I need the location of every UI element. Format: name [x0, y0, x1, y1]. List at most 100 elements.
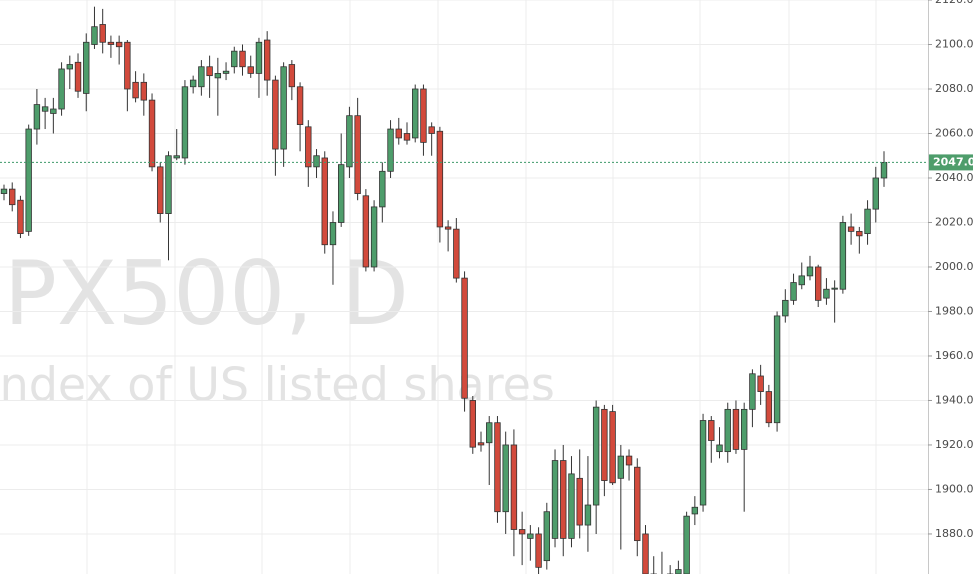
candle-body: [395, 128, 402, 139]
y-tick-label: 1880.0: [935, 527, 973, 540]
y-tick-label: 2020.0: [935, 215, 973, 228]
candle-body: [790, 282, 797, 301]
candle-body: [0, 188, 8, 194]
candle-body: [74, 61, 82, 92]
candle-body: [115, 41, 123, 48]
candle-body: [560, 460, 567, 539]
candle-body: [436, 130, 444, 228]
candle-body: [732, 408, 740, 450]
candle-body: [757, 375, 764, 392]
candle-body: [773, 315, 781, 424]
candle-body: [296, 86, 304, 125]
candle-body: [584, 504, 592, 526]
candle-body: [527, 533, 534, 539]
candle-body: [543, 511, 551, 562]
candle-body: [749, 373, 756, 410]
candle-body: [140, 81, 148, 101]
candle-body: [165, 155, 172, 214]
y-tick-label: 1920.0: [935, 438, 973, 451]
candle-body: [272, 79, 279, 150]
candle-body: [765, 391, 773, 424]
candles: [0, 6, 888, 574]
candle-body: [337, 164, 345, 223]
price-axis: [928, 0, 973, 574]
y-tick-label: 2120.0: [935, 0, 973, 6]
y-tick-label: 1940.0: [935, 393, 973, 406]
candle-body: [691, 506, 699, 515]
candle-body: [782, 299, 789, 317]
watermark: SPX500, D: [0, 242, 409, 345]
candle-body: [551, 460, 559, 539]
candle-body: [25, 128, 32, 232]
candle-body: [354, 115, 361, 194]
candle-body: [708, 420, 715, 441]
candle-body: [33, 104, 41, 130]
last-price-label: 2047.0: [933, 155, 973, 168]
candle-body: [601, 408, 608, 481]
candle-body: [132, 81, 139, 99]
candle-body: [91, 26, 98, 45]
candle-body: [58, 68, 65, 110]
candle-body: [206, 66, 213, 77]
candle-body: [831, 287, 838, 290]
candle-body: [362, 195, 370, 268]
y-tick-label: 2060.0: [935, 126, 973, 139]
candle-body: [740, 408, 748, 450]
candle-body: [617, 455, 625, 479]
candle-body: [444, 226, 452, 230]
candle-body: [675, 569, 682, 574]
candle-body: [576, 477, 583, 526]
candle-body: [370, 206, 378, 268]
candle-body: [321, 157, 328, 246]
candle-body: [568, 473, 575, 539]
candle-body: [222, 70, 230, 74]
candle-body: [231, 50, 238, 68]
candle-body: [17, 199, 24, 235]
grid: [0, 0, 928, 535]
candle-body: [535, 533, 542, 568]
candle-body: [107, 41, 115, 45]
candle-body: [41, 106, 49, 112]
y-tick-label: 2000.0: [935, 260, 973, 273]
candle-body: [420, 88, 427, 143]
candle-body: [815, 266, 822, 301]
candle-body: [346, 115, 353, 168]
candle-body: [806, 266, 814, 277]
candle-body: [387, 128, 394, 172]
y-tick-label: 2080.0: [935, 82, 973, 95]
candle-body: [494, 422, 501, 513]
candle-body: [453, 228, 460, 279]
y-tick-label: 2100.0: [935, 37, 973, 50]
candle-body: [83, 41, 90, 94]
candle-body: [683, 515, 690, 574]
candle-body: [313, 155, 320, 168]
candle-body: [198, 66, 205, 88]
candle-body: [288, 64, 296, 88]
candle-body: [124, 41, 131, 90]
candle-body: [634, 466, 641, 542]
y-tick-label: 1900.0: [935, 482, 973, 495]
candle-body: [510, 444, 518, 530]
candle-body: [379, 170, 386, 208]
candle-body: [872, 177, 879, 210]
candle-body: [9, 188, 16, 206]
candle-body: [329, 222, 337, 246]
candle-body: [66, 64, 73, 70]
candle-body: [502, 444, 509, 513]
y-tick-label: 1960.0: [935, 349, 973, 362]
candle-body: [189, 79, 197, 88]
last-price-box: [929, 154, 973, 171]
candle-body: [716, 444, 723, 453]
price-axis-labels: 1880.0 1900.0 1920.0 1940.0 1960.0 1980.0 2000…: [928, 0, 973, 540]
candle-body: [839, 222, 847, 290]
y-tick-label: 2040.0: [935, 171, 973, 184]
candle-body: [847, 226, 855, 232]
candle-body: [255, 41, 263, 74]
candle-body: [625, 455, 633, 466]
candle-body: [99, 24, 106, 43]
candle-body: [148, 99, 156, 168]
candle-body: [239, 50, 246, 68]
candle-body: [856, 230, 863, 237]
